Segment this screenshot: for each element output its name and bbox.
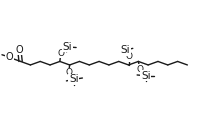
Text: O: O (137, 65, 144, 74)
Text: O: O (125, 52, 132, 61)
Text: Si: Si (69, 74, 79, 84)
Text: O: O (16, 45, 23, 55)
Text: O: O (6, 52, 14, 62)
Text: Si: Si (63, 42, 72, 52)
Text: Si: Si (141, 71, 151, 81)
Text: O: O (57, 49, 64, 58)
Text: Si: Si (121, 45, 130, 55)
Text: O: O (65, 68, 72, 77)
